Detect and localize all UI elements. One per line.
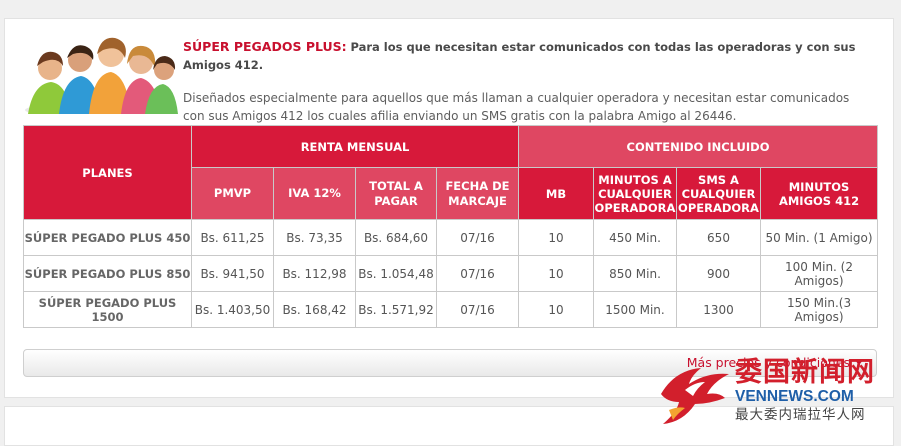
cell-iva: Bs. 168,42 [273,291,356,328]
plans-table: PLANES RENTA MENSUAL CONTENIDO INCLUIDO … [23,125,879,328]
cell-iva: Bs. 112,98 [273,255,356,292]
table-row: SÚPER PEGADO PLUS 450 Bs. 611,25 Bs. 73,… [23,219,879,256]
more-prices-link[interactable]: Más precios y condiciones [686,355,850,370]
header-iva: IVA 12% [273,167,356,220]
header-renta-mensual: RENTA MENSUAL [191,125,519,168]
cell-mb: 10 [518,219,594,256]
plans-title: SÚPER PEGADOS PLUS: [183,39,347,54]
chevron-down-icon[interactable] [854,359,864,365]
cell-fecha: 07/16 [436,291,519,328]
cell-minutos: 850 Min. [593,255,677,292]
table-row: SÚPER PEGADO PLUS 850 Bs. 941,50 Bs. 112… [23,255,879,292]
cell-fecha: 07/16 [436,219,519,256]
cell-total: Bs. 1.571,92 [355,291,437,328]
header-planes: PLANES [23,125,192,220]
table-header-row: PLANES RENTA MENSUAL CONTENIDO INCLUIDO [23,125,879,220]
vennews-watermark: 委国新闻网 VENNEWS.COM 最大委内瑞拉华人网 [655,358,895,428]
plan-name: SÚPER PEGADO PLUS 1500 [23,291,192,328]
plans-description: Diseñados especialmente para aquellos qu… [183,91,850,123]
header-pmvp: PMVP [191,167,274,220]
cell-amigos: 150 Min.(3 Amigos) [759,291,879,328]
cell-total: Bs. 1.054,48 [355,255,437,292]
plan-name: SÚPER PEGADO PLUS 850 [23,255,192,292]
bird-logo-icon [661,368,729,424]
header-minutos: MINUTOS A CUALQUIER OPERADORA [593,167,677,220]
header-contenido-incluido: CONTENIDO INCLUIDO [517,125,879,168]
table-row: SÚPER PEGADO PLUS 1500 Bs. 1.403,50 Bs. … [23,291,879,328]
cell-minutos: 1500 Min. [593,291,677,328]
cell-iva: Bs. 73,35 [273,219,356,256]
watermark-chinese-text: 委国新闻网 [735,357,875,388]
table-subheader-row: PMVP IVA 12% TOTAL A PAGAR FECHA DE MARC… [24,167,879,220]
plans-intro: SÚPER PEGADOS PLUS: Para los que necesit… [183,38,873,125]
header-mb: MB [518,167,594,220]
header-amigos: MINUTOS AMIGOS 412 [759,167,879,220]
cell-pmvp: Bs. 1.403,50 [191,291,274,328]
header-fecha: FECHA DE MARCAJE [436,167,519,220]
cell-total: Bs. 684,60 [355,219,437,256]
header-sms: SMS A CUALQUIER OPERADORA [676,167,761,220]
watermark-site-name: VENNEWS.COM [735,388,854,405]
cell-amigos: 50 Min. (1 Amigo) [759,219,879,256]
cell-mb: 10 [518,255,594,292]
cell-pmvp: Bs. 611,25 [191,219,274,256]
watermark-subtitle: 最大委内瑞拉华人网 [735,407,866,423]
more-prices-bar[interactable]: Más precios y condiciones [23,349,877,377]
cell-fecha: 07/16 [436,255,519,292]
plans-lead: Para los que necesitan estar comunicados… [183,40,856,72]
cell-minutos: 450 Min. [593,219,677,256]
cell-sms: 650 [676,219,761,256]
plan-name: SÚPER PEGADO PLUS 450 [23,219,192,256]
cell-amigos: 100 Min. (2 Amigos) [759,255,879,292]
group-friends-photo [23,24,178,114]
cell-sms: 1300 [676,291,761,328]
cell-sms: 900 [676,255,761,292]
cell-mb: 10 [518,291,594,328]
header-total: TOTAL A PAGAR [355,167,437,220]
cell-pmvp: Bs. 941,50 [191,255,274,292]
intro-heading: SÚPER PEGADOS PLUS: Para los que necesit… [183,38,873,74]
